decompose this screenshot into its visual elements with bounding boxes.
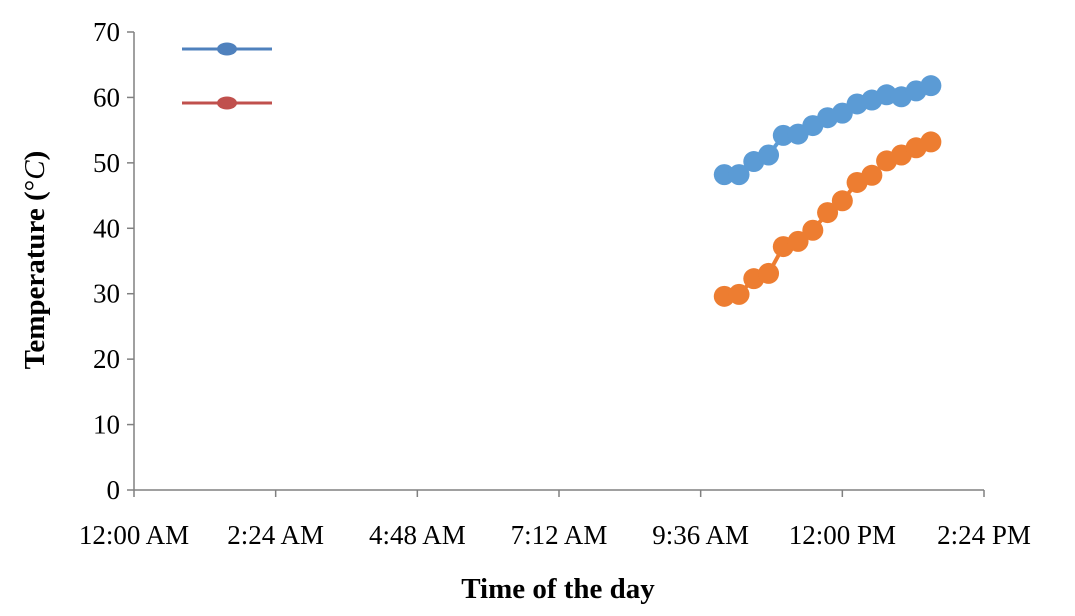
- data-point: [728, 283, 750, 305]
- legend-entry-1: [182, 42, 272, 56]
- y-tick-label: 0: [107, 475, 121, 505]
- y-axis-title-part-4: ): [19, 151, 51, 161]
- x-tick-label: 9:36 AM: [652, 520, 749, 550]
- data-point: [831, 190, 853, 212]
- y-tick-label: 40: [93, 213, 120, 243]
- data-point: [861, 164, 883, 186]
- x-tick-label: 4:48 AM: [369, 520, 466, 550]
- y-axis-title-part-1: Temperature (: [19, 191, 51, 369]
- x-tick-label: 2:24 AM: [227, 520, 324, 550]
- y-tick-label: 30: [93, 279, 120, 309]
- y-tick-label: 70: [93, 17, 120, 47]
- x-axis-ticks: 12:00 AM 2:24 AM 4:48 AM 7:12 AM 9:36 AM 12:0…: [79, 490, 1031, 550]
- y-tick-label: 10: [93, 410, 120, 440]
- legend: [182, 42, 272, 110]
- x-tick-label: 2:24 PM: [937, 520, 1031, 550]
- plot-series: [713, 75, 942, 307]
- y-axis-title: Temperature (°C): [19, 151, 51, 370]
- x-tick-label: 7:12 AM: [511, 520, 608, 550]
- legend-entry-2: [182, 96, 272, 110]
- y-axis-ticks: 0 10 20 30 40 50 60 70: [93, 17, 134, 505]
- y-axis-title-unit: C: [19, 160, 51, 180]
- data-point: [758, 144, 780, 166]
- data-point: [787, 230, 809, 252]
- data-point: [920, 131, 942, 153]
- y-tick-label: 20: [93, 344, 120, 374]
- y-tick-label: 60: [93, 82, 120, 112]
- data-point: [802, 219, 824, 241]
- x-axis-title: Time of the day: [461, 573, 655, 605]
- x-tick-label: 12:00 AM: [79, 520, 189, 550]
- data-point: [758, 262, 780, 284]
- legend-marker: [217, 42, 237, 56]
- data-point: [728, 164, 750, 186]
- y-axis-title-degree: °: [19, 180, 51, 192]
- data-point: [920, 75, 942, 97]
- x-tick-label: 12:00 PM: [789, 520, 896, 550]
- y-tick-label: 50: [93, 148, 120, 178]
- series-1: [713, 75, 942, 186]
- data-point: [713, 164, 735, 186]
- series-2: [713, 131, 942, 307]
- legend-marker: [217, 96, 237, 110]
- data-point: [817, 202, 839, 224]
